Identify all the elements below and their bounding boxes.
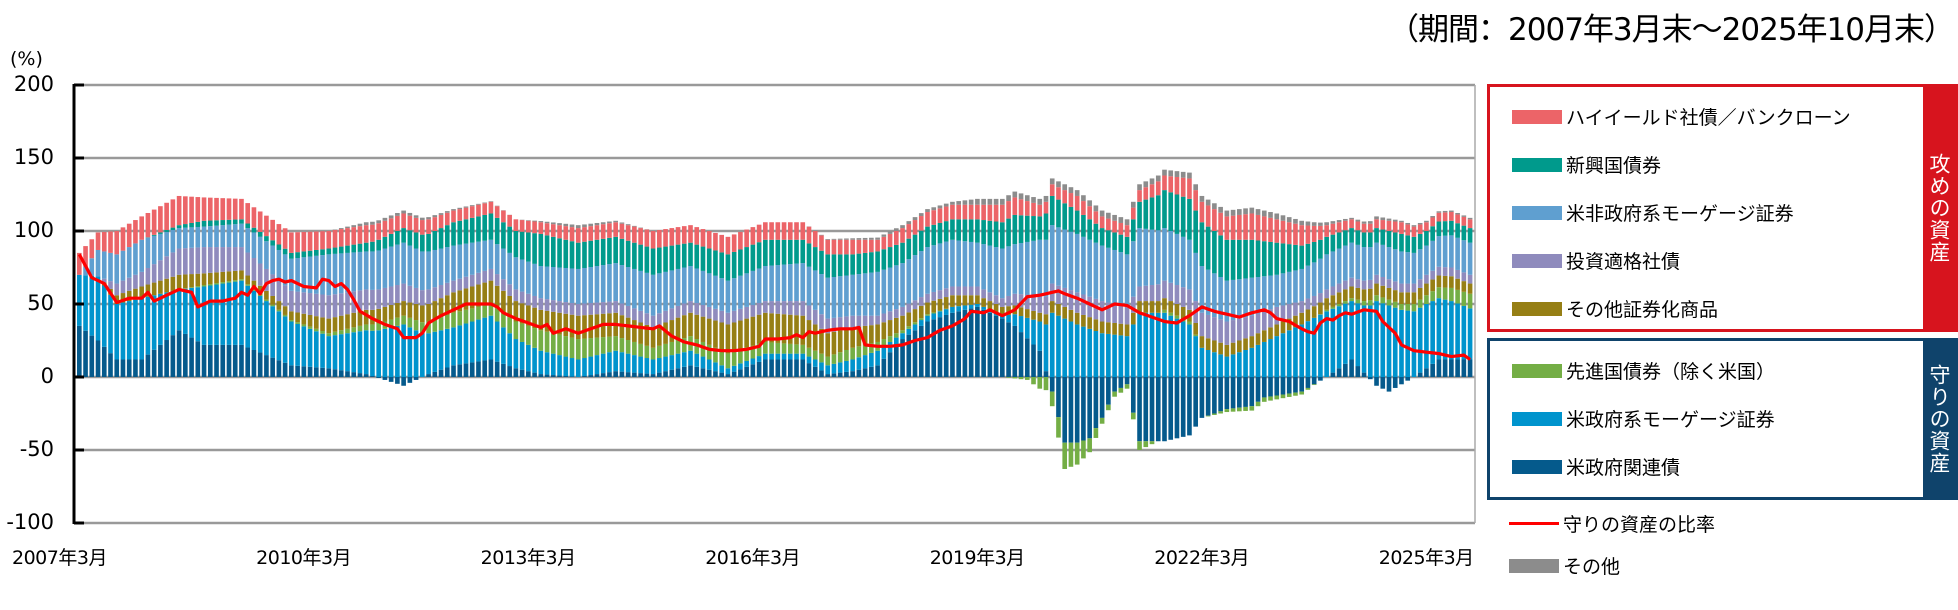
- line-swatch-icon: [1509, 522, 1559, 525]
- legend-item: 新興国債券: [1512, 151, 1661, 178]
- color-swatch-icon: [1512, 109, 1562, 124]
- x-tick-label: 2025年3月: [1378, 547, 1474, 569]
- legend-ratio-line: 守りの資産の比率: [1509, 510, 1715, 537]
- y-tick-label: -100: [6, 510, 54, 534]
- y-tick-label: 100: [13, 218, 54, 242]
- color-swatch-icon: [1512, 253, 1562, 268]
- legend-item: その他証券化商品: [1512, 295, 1718, 322]
- legend-label: 米政府関連債: [1566, 457, 1681, 479]
- color-swatch-icon: [1512, 411, 1562, 426]
- legend-label: ハイイールド社債／バンクローン: [1566, 107, 1851, 129]
- legend-label: 投資適格社債: [1566, 251, 1681, 273]
- attack-group-label: 攻めの資産: [1923, 87, 1955, 329]
- legend-label: 守りの資産の比率: [1563, 514, 1716, 536]
- x-tick-label: 2013年3月: [480, 547, 576, 569]
- legend-item: 米政府系モーゲージ証券: [1512, 405, 1775, 432]
- x-tick-label: 2007年3月: [12, 547, 107, 569]
- color-swatch-icon: [1512, 363, 1562, 378]
- y-tick-label: 200: [13, 72, 54, 96]
- legend-label: その他証券化商品: [1566, 299, 1719, 321]
- x-tick-label: 2016年3月: [705, 547, 801, 569]
- legend-item: 米政府関連債: [1512, 453, 1680, 480]
- legend-label: 米政府系モーゲージ証券: [1566, 409, 1775, 431]
- x-tick-label: 2019年3月: [929, 547, 1025, 569]
- legend-item: 先進国債券（除く米国）: [1512, 357, 1775, 384]
- y-tick-label: 0: [40, 364, 54, 388]
- legend-label: 新興国債券: [1566, 155, 1662, 177]
- y-tick-label: 50: [27, 291, 54, 315]
- color-swatch-icon: [1509, 558, 1559, 573]
- legend-defensive-assets: 先進国債券（除く米国） 米政府系モーゲージ証券 米政府関連債 守りの資産: [1487, 338, 1958, 500]
- period-label: （期間：2007年3月末～2025年10月末）: [1388, 12, 1955, 48]
- y-tick-label: 150: [13, 145, 54, 169]
- legend-item: ハイイールド社債／バンクローン: [1512, 103, 1851, 130]
- color-swatch-icon: [1512, 157, 1562, 172]
- x-tick-label: 2022年3月: [1154, 547, 1250, 569]
- color-swatch-icon: [1512, 459, 1562, 474]
- legend-other: その他: [1509, 552, 1620, 579]
- legend-item: 米非政府系モーゲージ証券: [1512, 199, 1794, 226]
- legend-item: 投資適格社債: [1512, 247, 1680, 274]
- color-swatch-icon: [1512, 205, 1562, 220]
- legend-label: 先進国債券（除く米国）: [1566, 361, 1776, 383]
- y-tick-label: -50: [19, 437, 54, 461]
- y-axis-unit: (%): [10, 48, 43, 70]
- defend-group-label: 守りの資産: [1923, 341, 1955, 497]
- x-tick-label: 2010年3月: [256, 547, 352, 569]
- legend-label: 米非政府系モーゲージ証券: [1566, 203, 1794, 225]
- legend-label: その他: [1563, 556, 1621, 578]
- legend-attack-assets: ハイイールド社債／バンクローン 新興国債券米非政府系モーゲージ証券 投資適格社債その…: [1487, 84, 1958, 332]
- color-swatch-icon: [1512, 301, 1562, 316]
